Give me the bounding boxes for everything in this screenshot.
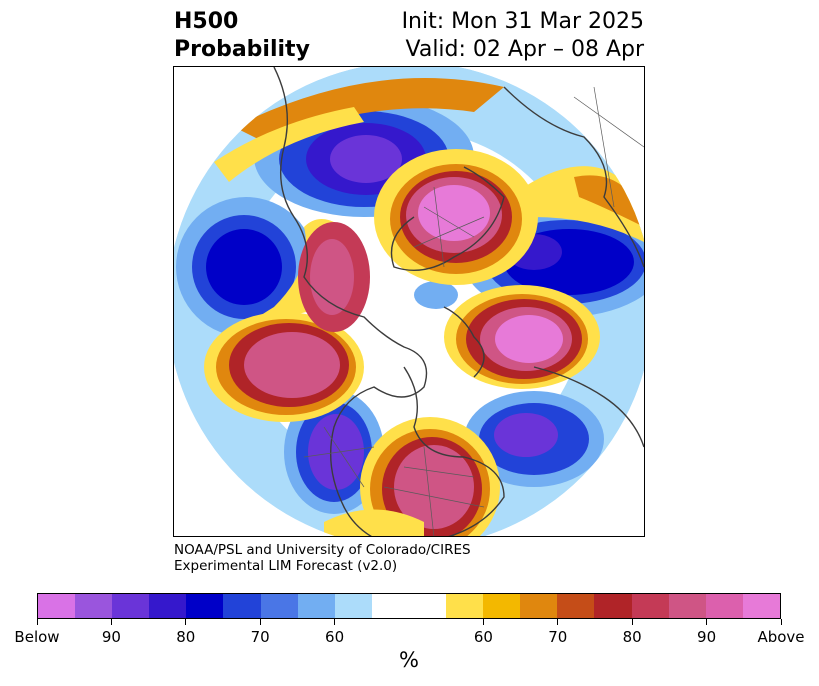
colorbar-tick-label: 90 [101, 628, 121, 646]
colorbar-segment [149, 594, 187, 618]
colorbar-segment [705, 594, 743, 618]
colorbar-tick [780, 619, 782, 625]
colorbar-tick-label: Below [14, 628, 60, 646]
data-credit: NOAA/PSL and University of Colorado/CIRE… [174, 542, 471, 574]
colorbar-tick [185, 619, 187, 625]
map-title: H500 Probability [174, 8, 310, 64]
init-date: Init: Mon 31 Mar 2025 [401, 9, 644, 34]
colorbar-tick [557, 619, 559, 625]
colorbar-segment [112, 594, 150, 618]
colorbar-tick-label: 80 [622, 628, 642, 646]
colorbar-tick [259, 619, 261, 625]
positive-anomaly-europe [444, 285, 600, 389]
colorbar-segment [520, 594, 558, 618]
colorbar-segment [334, 594, 372, 618]
colorbar-segment [557, 594, 595, 618]
colorbar-segment [371, 594, 447, 618]
negative-anomaly-pole [414, 281, 458, 309]
colorbar-tick [706, 619, 708, 625]
positive-anomaly-scandinavia [524, 166, 644, 242]
positive-anomaly-eastern-north-america [324, 417, 500, 536]
colorbar-segment [631, 594, 669, 618]
polar-map [174, 67, 644, 536]
colorbar-tick-label: 60 [473, 628, 493, 646]
colorbar-segment [297, 594, 335, 618]
colorbar-segment [75, 594, 113, 618]
forecast-dates: Init: Mon 31 Mar 2025 Valid: 02 Apr – 08… [402, 8, 644, 64]
colorbar-tick-label: 70 [250, 628, 270, 646]
colorbar-tick [110, 619, 112, 625]
colorbar-tick-label: 90 [697, 628, 717, 646]
colorbar-segment [260, 594, 298, 618]
colorbar-segment [668, 594, 706, 618]
colorbar-segment [483, 594, 521, 618]
title-product: Probability [174, 37, 310, 62]
colorbar-tick-label: 70 [548, 628, 568, 646]
positive-anomaly-north-asia [214, 78, 504, 182]
colorbar-segment [594, 594, 632, 618]
political-borders [303, 86, 644, 536]
colorbar-tick [482, 619, 484, 625]
colorbar-tick [36, 619, 38, 625]
positive-anomaly-north-pacific [204, 219, 370, 422]
colorbar-tick-label: Above [757, 628, 805, 646]
colorbar-tick [334, 619, 336, 625]
colorbar-segment [446, 594, 484, 618]
colorbar-tick [631, 619, 633, 625]
colorbar-segment [223, 594, 261, 618]
credit-line-1: NOAA/PSL and University of Colorado/CIRE… [174, 542, 471, 558]
coastlines [273, 67, 644, 536]
colorbar-segment [742, 594, 780, 618]
colorbar-unit: % [399, 648, 419, 672]
credit-line-2: Experimental LIM Forecast (v2.0) [174, 558, 398, 574]
colorbar-tick-label: 60 [325, 628, 345, 646]
positive-anomaly-arctic [374, 149, 538, 285]
map-panel [173, 66, 645, 537]
valid-range: Valid: 02 Apr – 08 Apr [405, 37, 645, 62]
colorbar-segment [186, 594, 224, 618]
colorbar [37, 593, 781, 619]
title-variable: H500 [174, 9, 239, 34]
negative-anomaly-mid-atlantic [464, 391, 604, 487]
negative-anomaly-western-north-america [284, 390, 384, 514]
colorbar-tick-label: 80 [176, 628, 196, 646]
colorbar-segment [38, 594, 76, 618]
